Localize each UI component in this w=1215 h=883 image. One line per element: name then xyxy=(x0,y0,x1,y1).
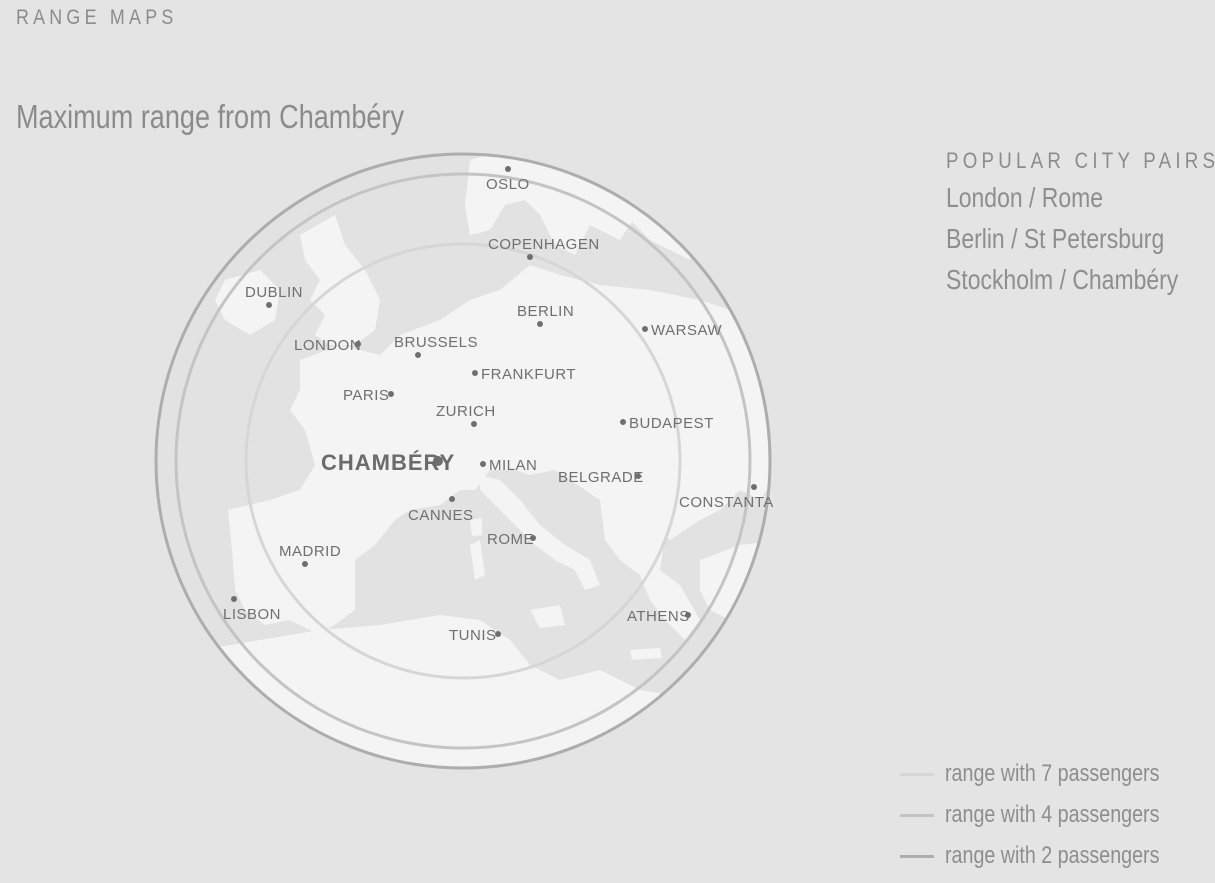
city-dot-lisbon xyxy=(231,596,237,602)
city-label-cannes: CANNES xyxy=(408,507,474,524)
city-dot-copenhagen xyxy=(527,254,533,260)
city-dot-constanta xyxy=(751,484,757,490)
city-label-rome: ROME xyxy=(487,531,534,548)
city-label-milan: MILAN xyxy=(489,457,537,474)
legend-swatch xyxy=(900,855,934,858)
city-label-budapest: BUDAPEST xyxy=(629,415,714,432)
city-dot-belgrade xyxy=(635,473,641,479)
legend-label: range with 4 passengers xyxy=(945,801,1160,828)
popular-pairs-heading: POPULAR CITY PAIRS xyxy=(946,148,1215,173)
range-map: OSLO COPENHAGEN DUBLIN BERLIN WARSAW LON… xyxy=(154,152,774,770)
legend-swatch xyxy=(900,814,934,817)
map-title: Maximum range from Chambéry xyxy=(16,98,404,135)
legend-label: range with 2 passengers xyxy=(945,842,1160,869)
city-pair-link[interactable]: London / Rome xyxy=(946,182,1104,213)
city-label-tunis: TUNIS xyxy=(449,627,497,644)
city-dot-paris xyxy=(388,391,394,397)
legend-label: range with 7 passengers xyxy=(945,760,1160,787)
city-label-lisbon: LISBON xyxy=(223,606,281,623)
city-dot-zurich xyxy=(471,421,477,427)
city-label-frankfurt: FRANKFURT xyxy=(481,366,576,383)
city-label-constanta: CONSTANTA xyxy=(679,494,774,511)
city-dot-brussels xyxy=(415,352,421,358)
city-pair-link[interactable]: Berlin / St Petersburg xyxy=(946,223,1165,254)
city-dot-oslo xyxy=(505,166,511,172)
city-dot-tunis xyxy=(495,631,501,637)
city-label-athens: ATHENS xyxy=(627,608,690,625)
city-label-oslo: OSLO xyxy=(486,176,530,193)
city-dot-cannes xyxy=(449,496,455,502)
city-label-warsaw: WARSAW xyxy=(651,322,722,339)
city-dot-milan xyxy=(480,461,486,467)
city-dot-warsaw xyxy=(642,326,648,332)
city-label-berlin: BERLIN xyxy=(517,303,574,320)
city-dot-berlin xyxy=(537,321,543,327)
cities: OSLO COPENHAGEN DUBLIN BERLIN WARSAW LON… xyxy=(223,166,774,644)
range-circle-7-passengers xyxy=(244,242,682,680)
city-label-zurich: ZURICH xyxy=(436,403,496,420)
city-label-dublin: DUBLIN xyxy=(245,284,303,301)
range-shading xyxy=(156,154,770,768)
city-dot-budapest xyxy=(620,419,626,425)
city-dot-dublin xyxy=(266,302,272,308)
city-label-london: LONDON xyxy=(294,337,361,354)
range-circle-2-passengers xyxy=(154,152,772,770)
city-dot-frankfurt xyxy=(472,370,478,376)
range-circle-4-passengers xyxy=(174,172,752,750)
popular-city-pairs: POPULAR CITY PAIRS London / Rome Berlin … xyxy=(946,148,1215,303)
city-pair-link[interactable]: Stockholm / Chambéry xyxy=(946,264,1179,295)
city-dot-madrid xyxy=(302,561,308,567)
city-label-paris: PARIS xyxy=(343,387,389,404)
city-label-copenhagen: COPENHAGEN xyxy=(488,236,600,253)
city-dot-athens xyxy=(685,612,691,618)
city-label-brussels: BRUSSELS xyxy=(394,334,478,351)
section-label: RANGE MAPS xyxy=(16,6,178,29)
origin-dot xyxy=(433,456,443,466)
city-dot-london xyxy=(355,341,361,347)
city-label-madrid: MADRID xyxy=(279,543,341,560)
city-label-belgrade: BELGRADE xyxy=(558,469,644,486)
origin-label: CHAMBÉRY xyxy=(321,450,455,475)
legend-swatch xyxy=(900,773,934,776)
city-dot-rome xyxy=(530,535,536,541)
